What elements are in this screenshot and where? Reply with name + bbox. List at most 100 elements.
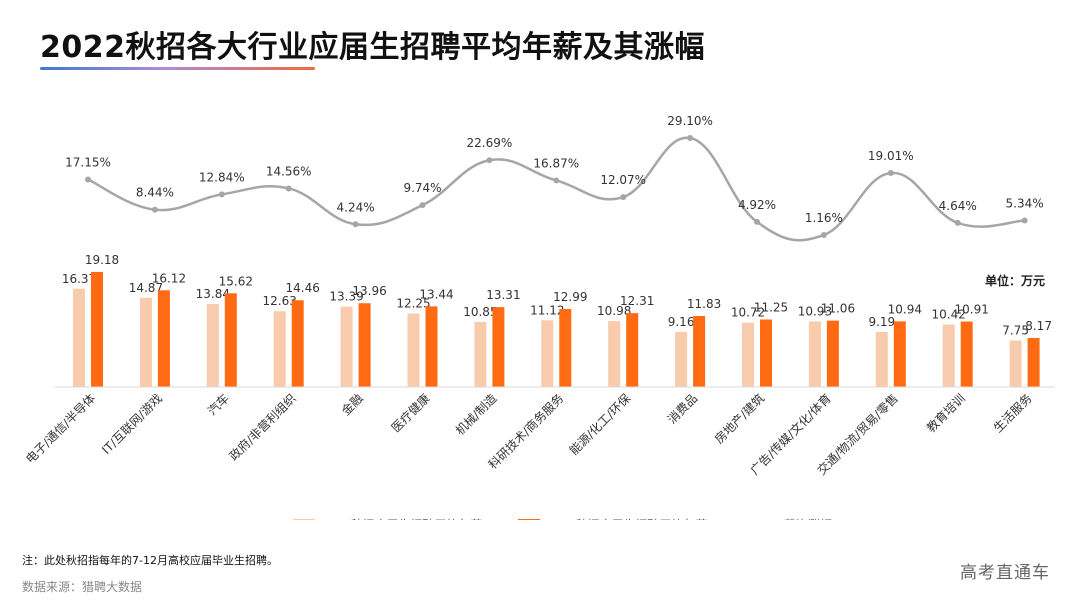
bar-2021 xyxy=(608,321,621,387)
bar-2022-label: 16.12 xyxy=(152,271,186,285)
growth-label: 4.92% xyxy=(738,198,776,212)
bar-2021 xyxy=(1009,340,1022,387)
unit-label: 单位：万元 xyxy=(985,273,1045,288)
growth-point xyxy=(954,219,961,226)
footnote: 注：此处秋招指每年的7-12月高校应届毕业生招聘。 xyxy=(22,554,278,567)
bar-2022-label: 12.99 xyxy=(553,290,587,304)
bar-2021 xyxy=(407,313,420,387)
bar-2021 xyxy=(742,322,754,387)
bar-2022 xyxy=(960,321,973,387)
data-source: 数据来源：猎聘大数据 xyxy=(22,580,143,594)
bar-2021-label: 16.37 xyxy=(62,272,96,286)
category-label: 消费品 xyxy=(665,391,700,426)
bar-2021-label: 13.84 xyxy=(196,287,230,301)
bar-2022-label: 8.17 xyxy=(1025,319,1052,333)
bar-2022 xyxy=(893,321,906,387)
bar-2022 xyxy=(826,320,839,387)
growth-point xyxy=(620,194,627,201)
bar-2021-label: 9.16 xyxy=(668,315,695,329)
growth-point xyxy=(85,176,91,183)
growth-label: 9.74% xyxy=(403,181,441,195)
bar-2022 xyxy=(1027,337,1040,387)
bar-2021 xyxy=(675,332,688,387)
chart: 17.15% 8.44% 12.84% 14.56% 4.24% 9.74% 22.69% 1… xyxy=(23,114,1055,520)
growth-label: 1.16% xyxy=(805,211,843,225)
growth-label: 8.44% xyxy=(136,186,174,200)
bar-2022 xyxy=(224,293,237,387)
growth-label: 17.15% xyxy=(65,155,111,169)
bar-2022-label: 10.91 xyxy=(955,303,989,317)
bar-2021-label: 9.19 xyxy=(868,315,895,329)
bar-2022-label: 14.46 xyxy=(286,281,320,295)
bar-2021-label: 10.85 xyxy=(463,305,497,319)
bar-2022-label: 10.94 xyxy=(888,302,922,316)
bar-2021-label: 12.63 xyxy=(263,294,297,308)
bar-2022-label: 12.31 xyxy=(620,294,654,308)
bar-2021-label: 12.25 xyxy=(396,297,430,311)
growth-point xyxy=(553,177,560,184)
growth-point xyxy=(887,170,894,177)
bar-2021 xyxy=(541,320,554,387)
category-label: 政府/非营利组织 xyxy=(226,391,299,464)
bar-2021-label: 10.98 xyxy=(597,304,631,318)
growth-point xyxy=(687,135,694,141)
bar-2022 xyxy=(91,271,103,387)
chart-title: 2022秋招各大行业应届生招聘平均年薪及其涨幅 xyxy=(40,30,705,65)
bar-2021 xyxy=(474,321,487,387)
bar-2021 xyxy=(808,321,821,387)
bar-2022 xyxy=(559,309,572,387)
bar-2021-label: 11.12 xyxy=(530,303,564,317)
growth-label: 22.69% xyxy=(467,136,513,150)
growth-point xyxy=(151,206,158,213)
legend-swatch-2022 xyxy=(518,519,540,520)
growth-point xyxy=(754,218,760,225)
category-label: 生活服务 xyxy=(990,391,1035,436)
bar-2022 xyxy=(492,307,505,387)
category-label: 金融 xyxy=(338,391,366,419)
growth-point xyxy=(486,157,493,164)
growth-label: 16.87% xyxy=(533,156,579,170)
growth-label: 5.34% xyxy=(1006,196,1044,210)
legend: 2021秋招应届生招聘平均年薪 2022秋招应届生招聘平均年薪 薪资涨幅 xyxy=(293,517,832,520)
growth-label: 12.07% xyxy=(600,173,646,187)
bar-2022-label: 13.96 xyxy=(352,284,386,298)
growth-label: 29.10% xyxy=(667,114,713,128)
growth-line xyxy=(87,136,1025,242)
growth-label: 4.24% xyxy=(337,200,375,214)
category-label: 医疗健康 xyxy=(388,391,433,436)
bar-2021 xyxy=(139,297,152,387)
category-label: 机械/制造 xyxy=(452,391,499,438)
growth-point xyxy=(1021,217,1028,224)
bar-2021 xyxy=(875,331,888,387)
category-label: IT/互联网/游戏 xyxy=(99,391,165,457)
growth-line-layer: 17.15% 8.44% 12.84% 14.56% 4.24% 9.74% 22.69% 1… xyxy=(65,114,1044,242)
bar-2021 xyxy=(206,303,219,387)
legend-swatch-2021 xyxy=(293,519,315,520)
bar-2022 xyxy=(760,319,772,387)
bar-2021 xyxy=(273,311,286,387)
bar-2021-label: 10.93 xyxy=(798,304,832,318)
title-underline xyxy=(40,67,315,70)
bar-2022 xyxy=(425,306,438,387)
watermark-text: 高考直通车 xyxy=(960,563,1050,583)
bar-2022 xyxy=(693,316,706,387)
bar-2021-label: 10.72 xyxy=(731,306,765,320)
category-label: 房地产/建筑 xyxy=(711,391,767,447)
bar-2022 xyxy=(157,290,170,387)
category-label: 汽车 xyxy=(204,391,232,419)
bar-2022-label: 13.31 xyxy=(486,288,520,302)
bar-2022 xyxy=(358,303,371,387)
bar-2021-label: 14.87 xyxy=(129,281,163,295)
growth-point xyxy=(285,185,292,192)
bar-2022-label: 11.06 xyxy=(821,302,855,316)
legend-label-growth: 薪资涨幅 xyxy=(784,517,832,520)
category-label: 教育培训 xyxy=(923,391,968,436)
growth-label: 19.01% xyxy=(868,149,914,163)
growth-point xyxy=(218,191,225,198)
legend-label-2021: 2021秋招应届生招聘平均年薪 xyxy=(320,517,483,520)
growth-label: 12.84% xyxy=(199,170,245,184)
bar-2022-label: 11.83 xyxy=(687,297,721,311)
bar-2022-label: 19.18 xyxy=(85,253,119,267)
category-label: 能源/化工/环保 xyxy=(567,391,634,458)
